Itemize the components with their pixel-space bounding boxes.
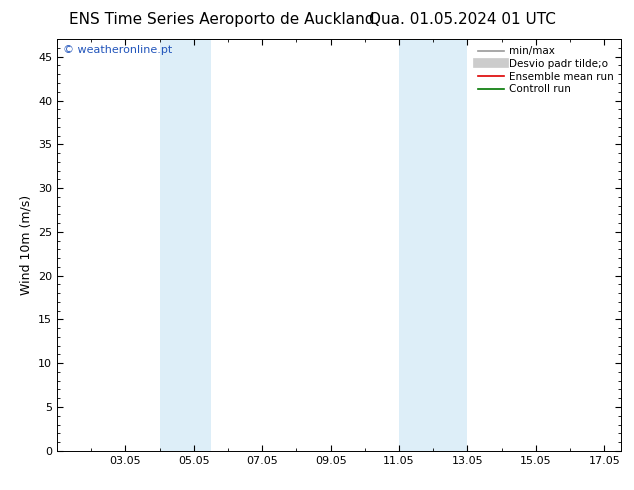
Text: © weatheronline.pt: © weatheronline.pt — [63, 46, 172, 55]
Bar — [160, 39, 211, 451]
Bar — [399, 39, 467, 451]
Text: Qua. 01.05.2024 01 UTC: Qua. 01.05.2024 01 UTC — [370, 12, 556, 27]
Text: ENS Time Series Aeroporto de Auckland: ENS Time Series Aeroporto de Auckland — [69, 12, 375, 27]
Y-axis label: Wind 10m (m/s): Wind 10m (m/s) — [20, 195, 32, 295]
Legend: min/max, Desvio padr tilde;o, Ensemble mean run, Controll run: min/max, Desvio padr tilde;o, Ensemble m… — [478, 47, 613, 94]
